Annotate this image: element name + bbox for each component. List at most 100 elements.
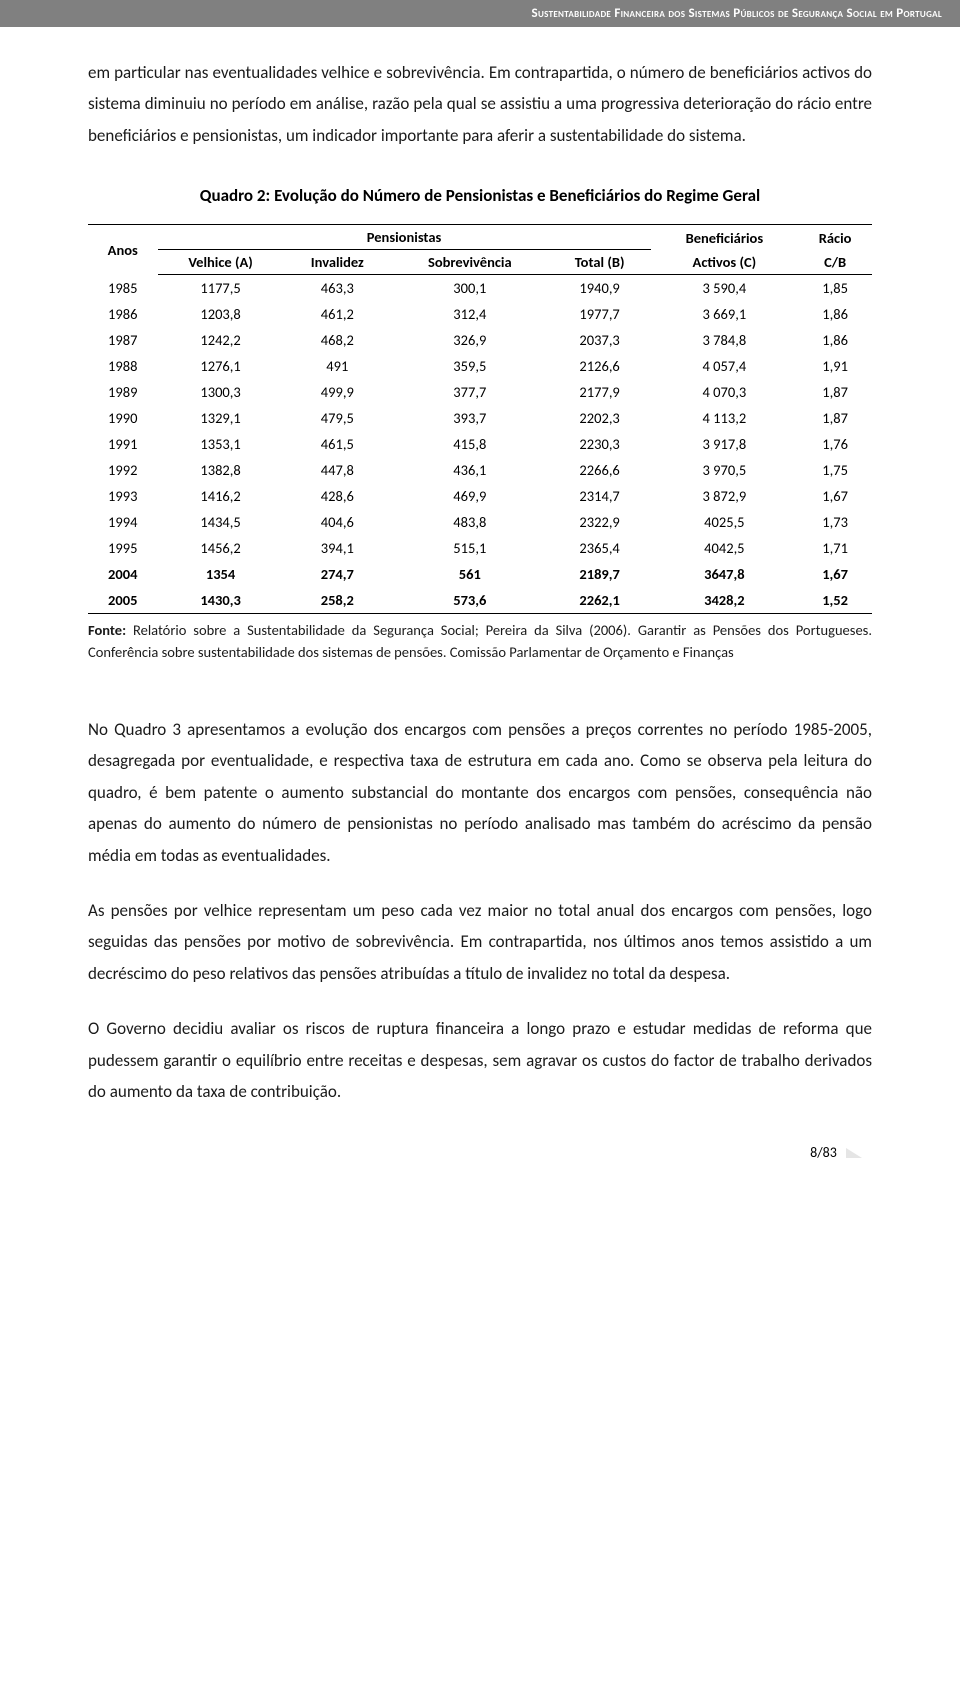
table-body: 19851177,5463,3300,11940,93 590,41,85198… — [88, 275, 872, 614]
table-cell: 3428,2 — [651, 587, 799, 614]
page-number: 8/83 — [810, 1144, 837, 1161]
table-cell: 4 113,2 — [651, 405, 799, 431]
page-flip-icon — [846, 1148, 862, 1158]
table-cell: 1,86 — [798, 301, 872, 327]
table-cell: 3647,8 — [651, 561, 799, 587]
table-cell: 2314,7 — [549, 483, 651, 509]
table-row: 19941434,5404,6483,82322,94025,51,73 — [88, 509, 872, 535]
page-content: em particular nas eventualidades velhice… — [0, 57, 960, 1201]
table-cell: 1,87 — [798, 405, 872, 431]
paragraph-3: As pensões por velhice representam um pe… — [88, 895, 872, 989]
table-cell: 499,9 — [284, 379, 391, 405]
table-cell: 2004 — [88, 561, 158, 587]
table-cell: 1992 — [88, 457, 158, 483]
table-cell: 447,8 — [284, 457, 391, 483]
table-row: 19871242,2468,2326,92037,33 784,81,86 — [88, 327, 872, 353]
table-cell: 2189,7 — [549, 561, 651, 587]
table-cell: 491 — [284, 353, 391, 379]
col-pensionistas: Pensionistas — [158, 225, 651, 250]
paragraph-1: em particular nas eventualidades velhice… — [88, 57, 872, 151]
col-activos: Activos (C) — [651, 250, 799, 275]
table-cell: 394,1 — [284, 535, 391, 561]
table-cell: 1,67 — [798, 561, 872, 587]
table-cell: 1329,1 — [158, 405, 284, 431]
data-table: Anos Pensionistas Beneficiários Rácio Ve… — [88, 224, 872, 614]
table-cell: 258,2 — [284, 587, 391, 614]
table-cell: 4025,5 — [651, 509, 799, 535]
table-cell: 404,6 — [284, 509, 391, 535]
table-row: 19891300,3499,9377,72177,94 070,31,87 — [88, 379, 872, 405]
table-cell: 1,52 — [798, 587, 872, 614]
table-cell: 483,8 — [391, 509, 549, 535]
table-cell: 3 669,1 — [651, 301, 799, 327]
table-cell: 312,4 — [391, 301, 549, 327]
table-cell: 479,5 — [284, 405, 391, 431]
table-cell: 1993 — [88, 483, 158, 509]
table-cell: 1276,1 — [158, 353, 284, 379]
table-cell: 1,71 — [798, 535, 872, 561]
table-cell: 1987 — [88, 327, 158, 353]
table-cell: 1994 — [88, 509, 158, 535]
col-anos: Anos — [88, 225, 158, 275]
table-cell: 393,7 — [391, 405, 549, 431]
table-cell: 326,9 — [391, 327, 549, 353]
table-cell: 1,76 — [798, 431, 872, 457]
header-title: Sustentabilidade Financeira dos Sistemas… — [532, 6, 942, 21]
paragraph-2: No Quadro 3 apresentamos a evolução dos … — [88, 714, 872, 871]
table-cell: 3 872,9 — [651, 483, 799, 509]
table-cell: 561 — [391, 561, 549, 587]
table-row: 20051430,3258,2573,62262,13428,21,52 — [88, 587, 872, 614]
table-cell: 2230,3 — [549, 431, 651, 457]
table-row: 20041354274,75612189,73647,81,67 — [88, 561, 872, 587]
table-cell: 377,7 — [391, 379, 549, 405]
table-cell: 1,85 — [798, 275, 872, 302]
col-beneficiarios: Beneficiários — [651, 225, 799, 250]
table-title: Quadro 2: Evolução do Número de Pensioni… — [88, 185, 872, 206]
page-number-area: 8/83 — [88, 1144, 872, 1161]
table-header: Anos Pensionistas Beneficiários Rácio Ve… — [88, 225, 872, 275]
table-cell: 2262,1 — [549, 587, 651, 614]
col-sobrevivencia: Sobrevivência — [391, 250, 549, 275]
table-row: 19861203,8461,2312,41977,73 669,11,86 — [88, 301, 872, 327]
table-cell: 573,6 — [391, 587, 549, 614]
table-cell: 1382,8 — [158, 457, 284, 483]
table-cell: 515,1 — [391, 535, 549, 561]
table-source: Fonte: Relatório sobre a Sustentabilidad… — [88, 620, 872, 664]
table-cell: 4 057,4 — [651, 353, 799, 379]
table-cell: 2202,3 — [549, 405, 651, 431]
table-cell: 1300,3 — [158, 379, 284, 405]
table-cell: 1,75 — [798, 457, 872, 483]
table-cell: 1353,1 — [158, 431, 284, 457]
table-cell: 436,1 — [391, 457, 549, 483]
table-cell: 468,2 — [284, 327, 391, 353]
table-row: 19901329,1479,5393,72202,34 113,21,87 — [88, 405, 872, 431]
table-cell: 1,67 — [798, 483, 872, 509]
table-cell: 1977,7 — [549, 301, 651, 327]
table-cell: 2005 — [88, 587, 158, 614]
table-row: 19931416,2428,6469,92314,73 872,91,67 — [88, 483, 872, 509]
table-row: 19921382,8447,8436,12266,63 970,51,75 — [88, 457, 872, 483]
paragraph-4: O Governo decidiu avaliar os riscos de r… — [88, 1013, 872, 1107]
table-cell: 3 784,8 — [651, 327, 799, 353]
table-cell: 1985 — [88, 275, 158, 302]
table-cell: 461,2 — [284, 301, 391, 327]
table-cell: 2266,6 — [549, 457, 651, 483]
table-cell: 1989 — [88, 379, 158, 405]
table-cell: 1988 — [88, 353, 158, 379]
col-invalidez: Invalidez — [284, 250, 391, 275]
table-cell: 1,86 — [798, 327, 872, 353]
table-cell: 274,7 — [284, 561, 391, 587]
table-cell: 1434,5 — [158, 509, 284, 535]
table-cell: 1177,5 — [158, 275, 284, 302]
table-cell: 1203,8 — [158, 301, 284, 327]
table-cell: 1,73 — [798, 509, 872, 535]
table-cell: 1,87 — [798, 379, 872, 405]
table-cell: 1242,2 — [158, 327, 284, 353]
table-cell: 1995 — [88, 535, 158, 561]
table-cell: 2037,3 — [549, 327, 651, 353]
table-cell: 1430,3 — [158, 587, 284, 614]
table-cell: 1,91 — [798, 353, 872, 379]
table-cell: 4 070,3 — [651, 379, 799, 405]
table-cell: 1991 — [88, 431, 158, 457]
table-cell: 415,8 — [391, 431, 549, 457]
